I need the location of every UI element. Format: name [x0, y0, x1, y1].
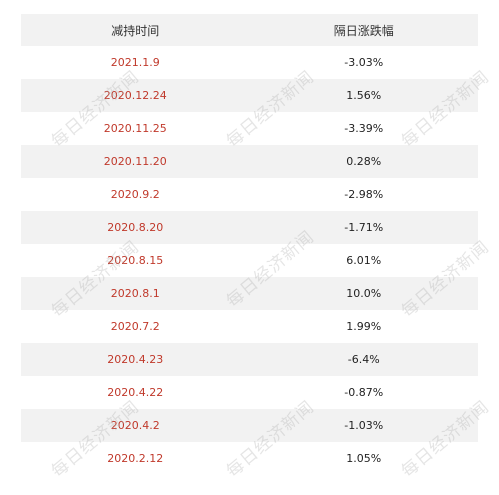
table-header: 减持时间 隔日涨跌幅	[21, 14, 478, 46]
table-row: 2020.8.15 6.01%	[21, 244, 478, 277]
table-row: 2020.4.22 -0.87%	[21, 376, 478, 409]
table-row: 2020.12.24 1.56%	[21, 79, 478, 112]
table-row: 2020.2.12 1.05%	[21, 442, 478, 475]
date-cell: 2020.4.2	[110, 419, 160, 432]
table-row: 2020.8.20 -1.71%	[21, 211, 478, 244]
table-row: 2020.11.20 0.28%	[21, 145, 478, 178]
change-cell: -6.4%	[347, 353, 380, 366]
change-cell: -0.87%	[344, 386, 384, 399]
change-cell: -1.71%	[344, 221, 384, 234]
change-cell: 10.0%	[346, 287, 382, 300]
change-cell: 6.01%	[346, 254, 382, 267]
date-cell: 2020.11.25	[103, 122, 167, 135]
table-row: 2020.4.23 -6.4%	[21, 343, 478, 376]
change-cell: -2.98%	[344, 188, 384, 201]
table-row: 2020.8.1 10.0%	[21, 277, 478, 310]
change-cell: 1.56%	[346, 89, 382, 102]
date-cell: 2020.12.24	[103, 89, 167, 102]
change-cell: -3.03%	[344, 56, 384, 69]
date-cell: 2020.4.22	[107, 386, 164, 399]
change-cell: -3.39%	[344, 122, 384, 135]
date-cell: 2020.8.20	[107, 221, 164, 234]
date-cell: 2020.2.12	[107, 452, 164, 465]
date-cell: 2020.7.2	[110, 320, 160, 333]
change-cell: 1.99%	[346, 320, 382, 333]
table-row: 2021.1.9 -3.03%	[21, 46, 478, 79]
date-cell: 2020.9.2	[110, 188, 160, 201]
header-change: 隔日涨跌幅	[333, 23, 394, 38]
header-date: 减持时间	[111, 23, 160, 38]
change-cell: 0.28%	[346, 155, 382, 168]
change-cell: 1.05%	[346, 452, 382, 465]
date-cell: 2020.8.15	[107, 254, 164, 267]
change-cell: -1.03%	[344, 419, 384, 432]
date-cell: 2020.4.23	[107, 353, 164, 366]
table-row: 2020.11.25 -3.39%	[21, 112, 478, 145]
date-cell: 2021.1.9	[110, 56, 160, 69]
table-row: 2020.4.2 -1.03%	[21, 409, 478, 442]
date-cell: 2020.11.20	[103, 155, 167, 168]
table-row: 2020.9.2 -2.98%	[21, 178, 478, 211]
table-row: 2020.7.2 1.99%	[21, 310, 478, 343]
data-table: 减持时间 隔日涨跌幅 2021.1.9 -3.03% 2020.12.24 1.…	[21, 14, 478, 475]
date-cell: 2020.8.1	[110, 287, 160, 300]
